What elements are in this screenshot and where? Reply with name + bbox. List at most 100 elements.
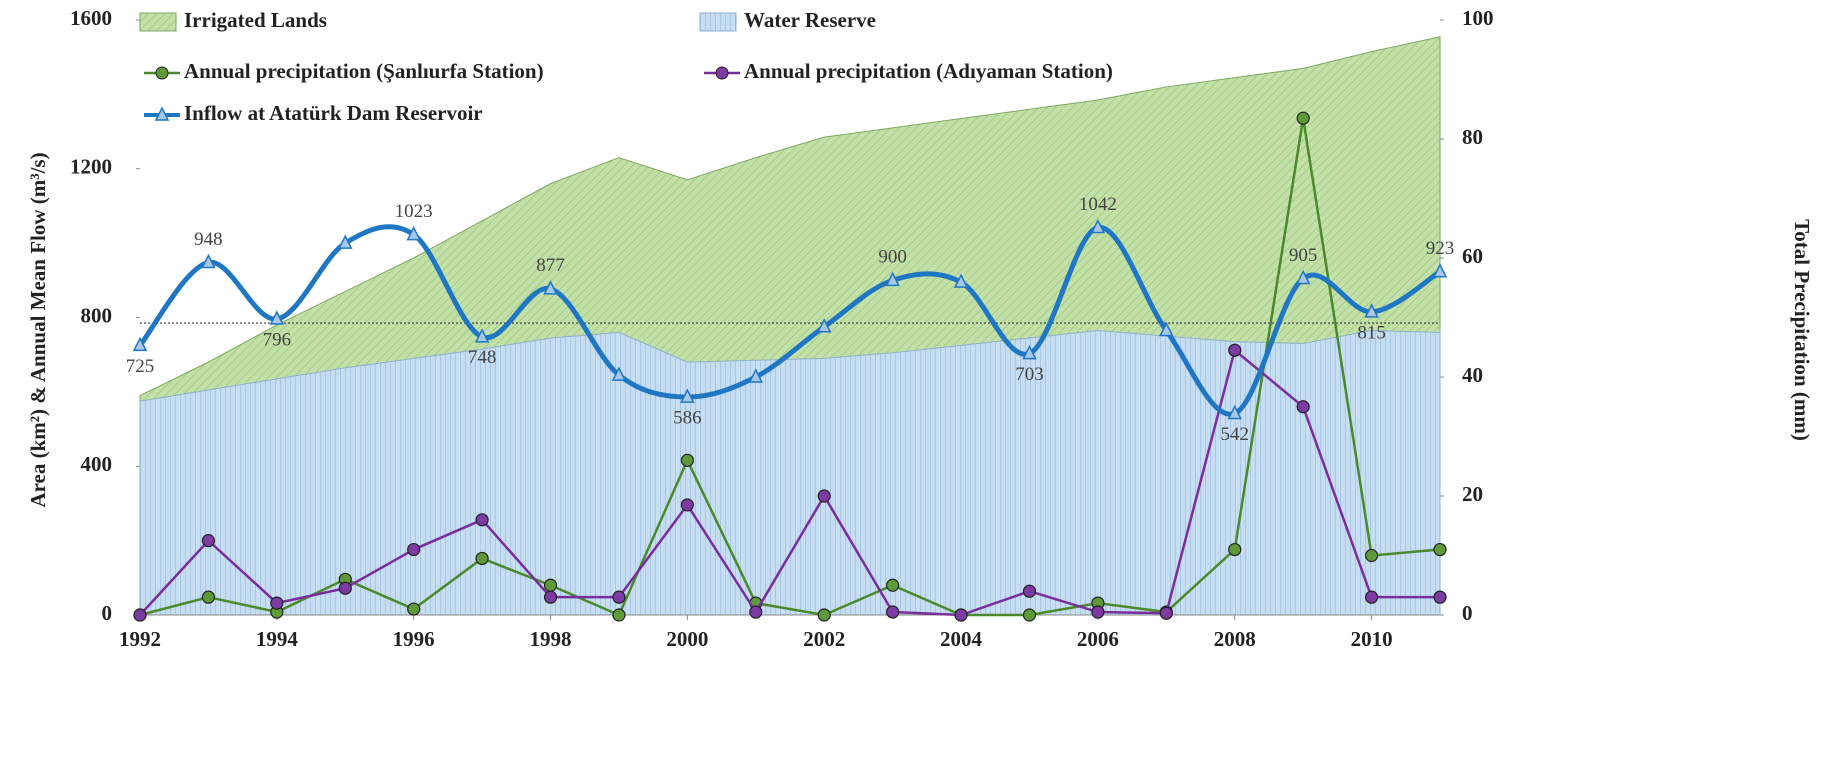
marker (474, 328, 490, 343)
marker (680, 498, 694, 512)
legend-label: Inflow at Atatürk Dam Reservoir (184, 101, 483, 125)
legend-marker (154, 106, 170, 121)
marker (1433, 590, 1447, 604)
marker (1364, 548, 1379, 563)
y2-tick-label: 60 (1462, 244, 1483, 268)
marker (1296, 111, 1310, 125)
marker (954, 608, 968, 622)
legend-label: Water Reserve (744, 8, 876, 32)
marker (817, 608, 831, 622)
marker (749, 605, 763, 619)
data-label: 900 (878, 247, 907, 268)
x-tick-label: 2000 (666, 627, 708, 651)
data-label: 542 (1220, 424, 1249, 445)
marker (886, 605, 900, 619)
area (139, 330, 1441, 616)
y-axis-label: Area (km²) & Annual Mean Flow (m³/s) (26, 152, 50, 507)
marker (1433, 542, 1447, 557)
y2-tick-label: 80 (1462, 125, 1483, 149)
y-tick-label: 400 (81, 452, 113, 476)
x-tick-label: 2006 (1077, 627, 1119, 651)
series-line (139, 348, 1440, 617)
series-line (139, 117, 1441, 617)
marker (1022, 584, 1037, 598)
marker (612, 590, 626, 604)
y2-tick-label: 40 (1462, 363, 1483, 387)
marker (1228, 343, 1242, 357)
marker (680, 453, 694, 467)
x-tick-label: 2008 (1214, 627, 1256, 651)
x-tick-label: 2002 (803, 627, 845, 651)
marker (1159, 606, 1173, 620)
marker (1227, 404, 1242, 420)
data-label: 923 (1426, 238, 1455, 259)
data-label: 1042 (1079, 194, 1117, 215)
marker (1090, 218, 1106, 234)
marker (1091, 605, 1105, 619)
marker (1364, 590, 1379, 604)
marker (543, 578, 558, 592)
marker (886, 578, 900, 592)
y2-tick-label: 100 (1462, 6, 1494, 30)
marker (611, 366, 627, 381)
x-tick-label: 1996 (393, 627, 435, 651)
marker (543, 590, 558, 604)
marker (270, 596, 284, 610)
legend-label: Annual precipitation (Şanlıurfa Station) (184, 59, 544, 83)
marker (132, 336, 148, 352)
x-tick-label: 2010 (1351, 627, 1393, 651)
marker (338, 581, 352, 595)
y-tick-label: 1200 (70, 155, 112, 179)
data-label: 815 (1357, 322, 1386, 343)
marker (133, 608, 147, 622)
y2-axis-label: Total Precipitation (mm) (1790, 219, 1814, 441)
data-label: 748 (468, 347, 497, 368)
legend-marker (715, 66, 729, 80)
data-label: 1023 (395, 201, 433, 222)
y2-tick-label: 20 (1462, 482, 1483, 506)
data-label: 877 (536, 255, 565, 276)
legend-label: Irrigated Lands (184, 8, 327, 32)
marker (475, 513, 489, 527)
data-label: 948 (194, 229, 223, 250)
marker (816, 318, 832, 333)
marker (1022, 608, 1037, 622)
y2-tick-label: 0 (1462, 601, 1473, 625)
marker (748, 368, 764, 383)
data-label: 725 (126, 356, 155, 377)
marker (201, 534, 216, 548)
marker (1364, 303, 1379, 318)
marker (407, 602, 421, 616)
marker (1432, 263, 1448, 278)
marker (612, 608, 626, 622)
marker (475, 551, 489, 566)
marker (407, 542, 421, 557)
marker (338, 234, 353, 249)
marker (1296, 400, 1310, 414)
x-tick-label: 2004 (940, 627, 983, 651)
legend-swatch (139, 12, 177, 32)
data-label: 586 (673, 407, 702, 428)
x-tick-label: 1998 (530, 627, 572, 651)
marker (953, 273, 969, 288)
marker (1022, 344, 1037, 360)
marker (680, 388, 695, 403)
marker (817, 489, 831, 503)
marker (1295, 269, 1311, 285)
data-label: 703 (1015, 364, 1044, 385)
legend-label: Annual precipitation (Adıyaman Station) (744, 59, 1113, 83)
y-tick-label: 1600 (70, 6, 112, 30)
y-tick-label: 0 (102, 601, 113, 625)
marker (201, 253, 216, 269)
data-label: 796 (263, 329, 292, 350)
legend-swatch (699, 12, 737, 32)
marker (1159, 321, 1174, 337)
marker (1228, 542, 1242, 557)
x-tick-label: 1994 (256, 627, 299, 651)
marker (885, 271, 900, 287)
marker (201, 590, 216, 604)
marker (269, 310, 285, 325)
data-label: 905 (1289, 245, 1318, 266)
x-tick-label: 1992 (119, 627, 161, 651)
